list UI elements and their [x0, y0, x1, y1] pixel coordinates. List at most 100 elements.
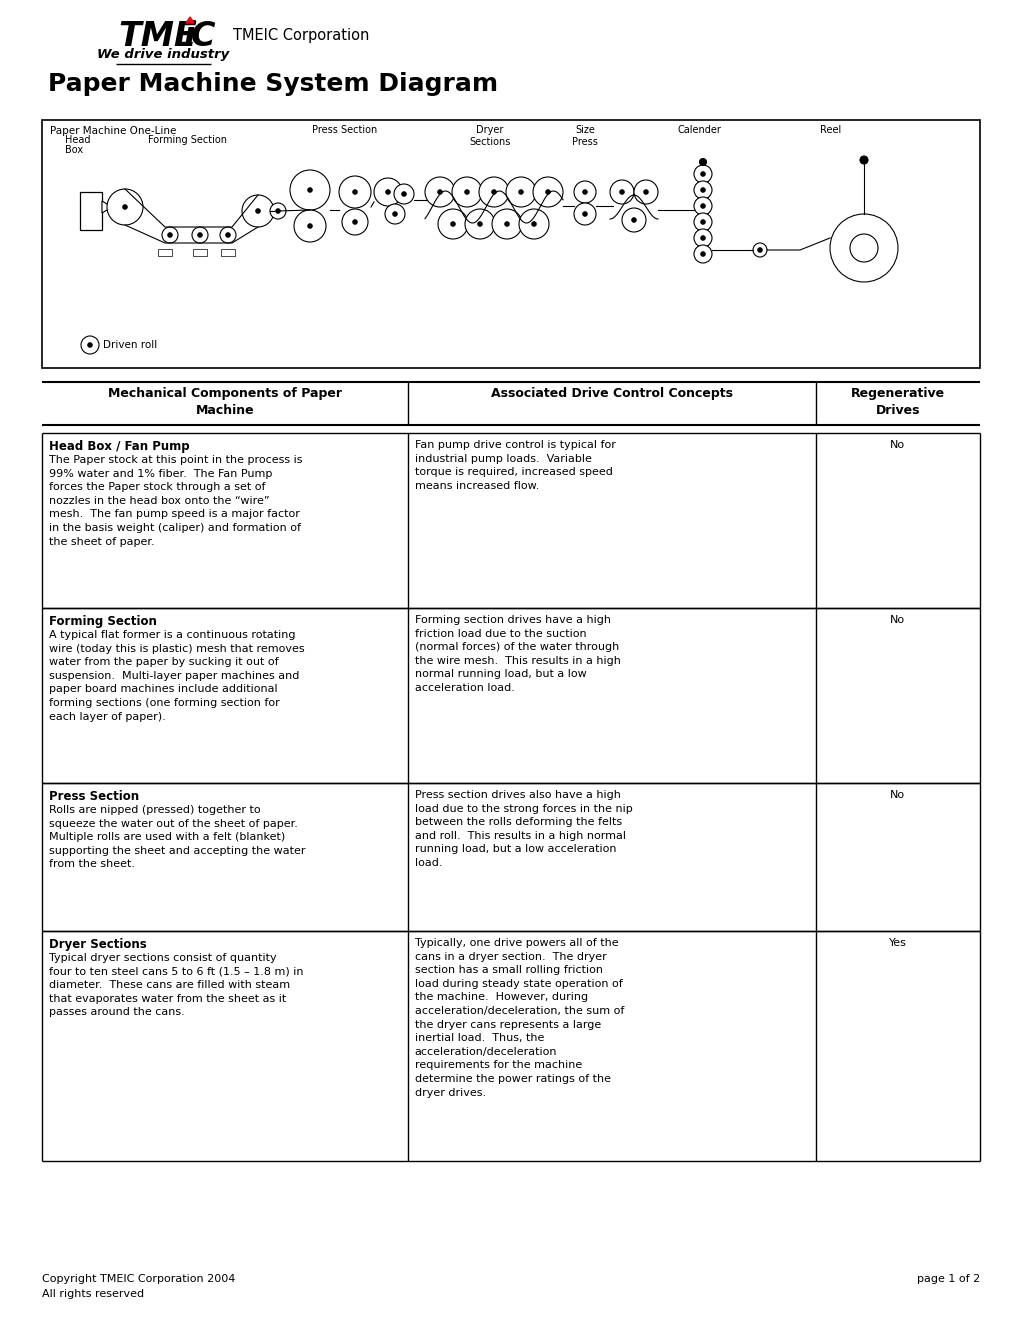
- Circle shape: [225, 232, 230, 238]
- Circle shape: [700, 172, 704, 176]
- Text: Calender: Calender: [678, 125, 721, 135]
- Text: Paper Machine One-Line: Paper Machine One-Line: [50, 125, 176, 136]
- Circle shape: [384, 205, 405, 224]
- Text: We drive industry: We drive industry: [97, 48, 229, 61]
- Circle shape: [341, 209, 368, 235]
- Circle shape: [752, 243, 766, 257]
- Text: Size
Press: Size Press: [572, 125, 597, 147]
- Text: No: No: [890, 789, 905, 800]
- Text: Mechanical Components of Paper
Machine: Mechanical Components of Paper Machine: [108, 387, 341, 417]
- Circle shape: [491, 209, 522, 239]
- Circle shape: [88, 343, 92, 347]
- Text: Copyright TMEIC Corporation 2004
All rights reserved: Copyright TMEIC Corporation 2004 All rig…: [42, 1274, 235, 1299]
- Text: Box: Box: [65, 145, 83, 154]
- Circle shape: [401, 191, 406, 197]
- Text: Forming section drives have a high
friction load due to the suction
(normal forc: Forming section drives have a high frict…: [415, 615, 621, 693]
- Circle shape: [385, 190, 390, 194]
- Circle shape: [504, 222, 508, 226]
- Text: Dryer Sections: Dryer Sections: [49, 939, 147, 950]
- Text: Press Section: Press Section: [312, 125, 377, 135]
- Text: page 1 of 2: page 1 of 2: [916, 1274, 979, 1284]
- Circle shape: [491, 190, 495, 194]
- Text: Yes: Yes: [889, 939, 906, 948]
- Text: Head Box / Fan Pump: Head Box / Fan Pump: [49, 440, 190, 453]
- Circle shape: [693, 181, 711, 199]
- Text: TME: TME: [118, 20, 197, 53]
- Circle shape: [693, 246, 711, 263]
- Circle shape: [861, 246, 865, 251]
- Circle shape: [338, 176, 371, 209]
- Circle shape: [308, 187, 312, 193]
- Circle shape: [477, 222, 482, 226]
- Circle shape: [700, 203, 704, 209]
- Circle shape: [700, 236, 704, 240]
- Circle shape: [620, 190, 624, 194]
- Circle shape: [353, 190, 357, 194]
- Text: Regenerative
Drives: Regenerative Drives: [850, 387, 944, 417]
- Circle shape: [122, 205, 127, 209]
- Text: TMEIC Corporation: TMEIC Corporation: [232, 28, 369, 44]
- Polygon shape: [185, 17, 194, 22]
- Circle shape: [465, 190, 469, 194]
- Text: Typically, one drive powers all of the
cans in a dryer section.  The dryer
secti: Typically, one drive powers all of the c…: [415, 939, 624, 1098]
- Text: The Paper stock at this point in the process is
99% water and 1% fiber.  The Fan: The Paper stock at this point in the pro…: [49, 455, 303, 546]
- Circle shape: [168, 232, 172, 238]
- Text: Forming Section: Forming Section: [49, 615, 157, 628]
- Circle shape: [849, 234, 877, 261]
- Text: C: C: [191, 20, 215, 53]
- Circle shape: [107, 189, 143, 224]
- Text: Fan pump drive control is typical for
industrial pump loads.  Variable
torque is: Fan pump drive control is typical for in…: [415, 440, 615, 491]
- Circle shape: [353, 220, 357, 224]
- Circle shape: [693, 213, 711, 231]
- Text: Press Section: Press Section: [49, 789, 139, 803]
- Circle shape: [693, 228, 711, 247]
- Text: A typical flat former is a continuous rotating
wire (today this is plastic) mesh: A typical flat former is a continuous ro…: [49, 630, 305, 722]
- Circle shape: [242, 195, 274, 227]
- Circle shape: [220, 227, 235, 243]
- Circle shape: [451, 177, 482, 207]
- Circle shape: [505, 177, 535, 207]
- Circle shape: [374, 178, 401, 206]
- Bar: [79, 191, 102, 230]
- Circle shape: [693, 165, 711, 183]
- Circle shape: [437, 190, 442, 194]
- Circle shape: [582, 190, 587, 194]
- Bar: [42, 120, 979, 368]
- Circle shape: [437, 209, 468, 239]
- Circle shape: [275, 209, 280, 214]
- Circle shape: [700, 220, 704, 224]
- Circle shape: [192, 227, 208, 243]
- Circle shape: [634, 180, 657, 205]
- Circle shape: [859, 156, 867, 164]
- Circle shape: [289, 170, 330, 210]
- Circle shape: [198, 232, 202, 238]
- Circle shape: [545, 190, 549, 194]
- Circle shape: [450, 222, 454, 226]
- Circle shape: [519, 209, 548, 239]
- Circle shape: [700, 187, 704, 193]
- Circle shape: [308, 224, 312, 228]
- Circle shape: [425, 177, 454, 207]
- Circle shape: [757, 248, 761, 252]
- Circle shape: [622, 209, 645, 232]
- Circle shape: [392, 211, 396, 216]
- Text: Press section drives also have a high
load due to the strong forces in the nip
b: Press section drives also have a high lo…: [415, 789, 632, 869]
- Circle shape: [465, 209, 494, 239]
- Circle shape: [582, 211, 587, 216]
- Bar: [221, 249, 234, 256]
- Circle shape: [609, 180, 634, 205]
- Circle shape: [270, 203, 285, 219]
- Circle shape: [699, 158, 706, 165]
- Text: Reel: Reel: [819, 125, 841, 135]
- Text: Forming Section: Forming Section: [148, 135, 227, 145]
- Circle shape: [81, 337, 99, 354]
- Text: Rolls are nipped (pressed) together to
squeeze the water out of the sheet of pap: Rolls are nipped (pressed) together to s…: [49, 805, 306, 870]
- Text: Associated Drive Control Concepts: Associated Drive Control Concepts: [490, 387, 732, 400]
- Text: No: No: [890, 440, 905, 450]
- Text: No: No: [890, 615, 905, 624]
- Circle shape: [519, 190, 523, 194]
- Circle shape: [479, 177, 508, 207]
- Circle shape: [162, 227, 178, 243]
- Text: Dryer
Sections: Dryer Sections: [469, 125, 511, 147]
- Polygon shape: [102, 201, 112, 213]
